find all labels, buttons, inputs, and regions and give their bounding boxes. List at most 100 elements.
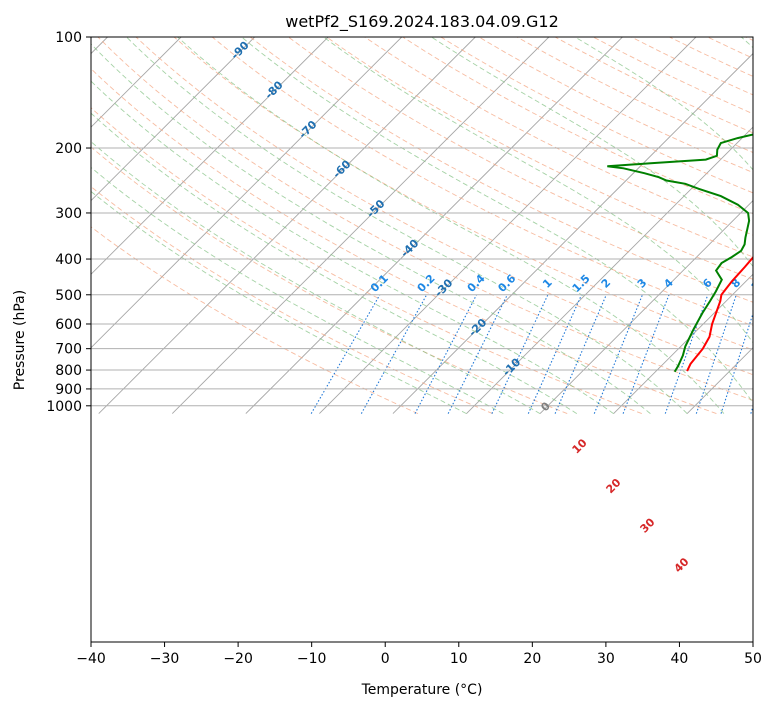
background-lines	[91, 37, 775, 415]
isotherm-label: -40	[398, 237, 421, 260]
moist-adiabat-line	[91, 166, 504, 415]
mixing-ratio-line	[447, 294, 508, 414]
dry-adiabat-line	[745, 37, 753, 41]
isotherm-label: 20	[604, 476, 624, 496]
moist-adiabat-line	[740, 37, 753, 49]
mixing-ratio-line	[491, 294, 549, 414]
dry-adiabat-line	[288, 37, 753, 280]
mixing-ratio-label: 3	[635, 276, 650, 291]
dry-adiabat-line	[402, 37, 753, 215]
mixing-ratio-label: 1	[540, 276, 555, 291]
plot-frame	[90, 36, 754, 643]
y-axis-label: Pressure (hPa)	[12, 290, 28, 390]
dry-adiabat-line	[135, 37, 753, 376]
pressure-gridlines	[91, 36, 753, 407]
x-tick-label: −40	[76, 651, 106, 667]
isotherm-line	[98, 37, 476, 414]
mixing-ratio-label: 6	[700, 276, 715, 291]
moist-adiabat-line	[91, 80, 614, 414]
y-tick-label: 300	[55, 206, 82, 222]
y-tick-label: 1000	[46, 399, 82, 415]
y-tick-label: 500	[55, 288, 82, 304]
x-tick-label: −10	[297, 651, 327, 667]
mixing-ratio-line	[527, 294, 583, 414]
isotherm-line	[761, 37, 775, 414]
temperature-profile-line	[686, 255, 753, 372]
y-tick-label: 100	[55, 30, 82, 46]
mixing-ratio-label: 2	[599, 276, 614, 291]
isotherm-line	[466, 126, 753, 414]
moist-adiabat-line	[91, 43, 651, 414]
y-tick-label: 900	[55, 382, 82, 398]
x-axis-label: Temperature (°C)	[361, 682, 483, 698]
dry-adiabat-line	[91, 186, 493, 415]
y-tick-label: 400	[55, 252, 82, 268]
x-tick-label: 0	[381, 651, 390, 667]
isotherm-line	[245, 37, 623, 414]
x-tick-label: 50	[744, 651, 762, 667]
x-tick-label: 40	[671, 651, 689, 667]
dry-adiabat-line	[91, 107, 642, 415]
isotherm-line	[686, 347, 753, 414]
x-tick-label: 10	[450, 651, 468, 667]
mixing-ratio-line	[593, 294, 643, 414]
dry-adiabat-line	[707, 37, 753, 59]
mixing-ratio-label: 1.5	[570, 272, 593, 295]
mixing-ratio-line	[360, 294, 428, 414]
moist-adiabat-line	[323, 37, 753, 344]
dry-adiabat-line	[554, 37, 753, 134]
mixing-ratio-label: 4	[661, 276, 676, 291]
x-axis-ticks: −40 −30 −20 −10 0 10 20 30 40 50	[76, 642, 762, 667]
dry-adiabat-line	[91, 146, 568, 415]
mixing-ratio-label: 0.1	[368, 272, 391, 295]
mixing-ratio-label: 10	[749, 273, 769, 293]
mixing-ratio-line	[750, 404, 753, 414]
dewpoint-profile-line	[607, 133, 753, 373]
mixing-ratio-line	[554, 294, 607, 414]
y-tick-label: 800	[55, 363, 82, 379]
x-tick-label: 30	[597, 651, 615, 667]
y-tick-label: 700	[55, 342, 82, 358]
isotherm-label: -60	[330, 157, 353, 180]
dry-adiabat-line	[516, 37, 753, 153]
y-tick-label: 200	[55, 141, 82, 157]
moist-adiabat-line	[91, 141, 541, 415]
isotherm-line	[392, 52, 753, 414]
isotherm-label: -80	[262, 78, 285, 101]
isotherm-line	[91, 37, 182, 128]
dry-adiabat-line	[440, 37, 753, 194]
isotherm-line	[319, 37, 697, 414]
dry-adiabat-line	[97, 37, 753, 401]
isotherm-line	[91, 37, 403, 349]
isotherm-label: 40	[671, 555, 691, 575]
dry-adiabat-line	[173, 37, 753, 351]
isotherm-label: -100	[192, 0, 221, 25]
isotherm-label: -20	[466, 316, 489, 339]
x-tick-label: −30	[150, 651, 180, 667]
isotherm-label: -10	[500, 355, 523, 378]
moist-adiabat-line	[241, 37, 753, 404]
isotherm-label: -90	[228, 39, 251, 62]
y-tick-label: 600	[55, 317, 82, 333]
isotherm-line	[539, 200, 753, 414]
isotherm-label: -50	[364, 197, 387, 220]
mixing-ratio-line	[414, 294, 478, 414]
sounding-series	[607, 133, 753, 373]
mixing-ratio-line	[622, 294, 670, 414]
dry-adiabat-line	[326, 37, 753, 258]
isotherm-label: 30	[638, 515, 658, 535]
moist-adiabat-line	[91, 190, 467, 415]
isotherm-line	[171, 37, 550, 414]
x-tick-label: −20	[223, 651, 253, 667]
isotherm-label: 10	[570, 436, 590, 456]
isotherm-line	[613, 273, 753, 414]
mixing-ratio-line	[664, 294, 709, 414]
isotherm-label: -70	[296, 118, 319, 141]
moist-adiabat-line	[126, 37, 688, 414]
isotherm-line	[91, 37, 255, 202]
isotherm-line	[91, 37, 329, 275]
x-tick-label: 20	[523, 651, 541, 667]
dry-adiabat-line	[364, 37, 753, 236]
